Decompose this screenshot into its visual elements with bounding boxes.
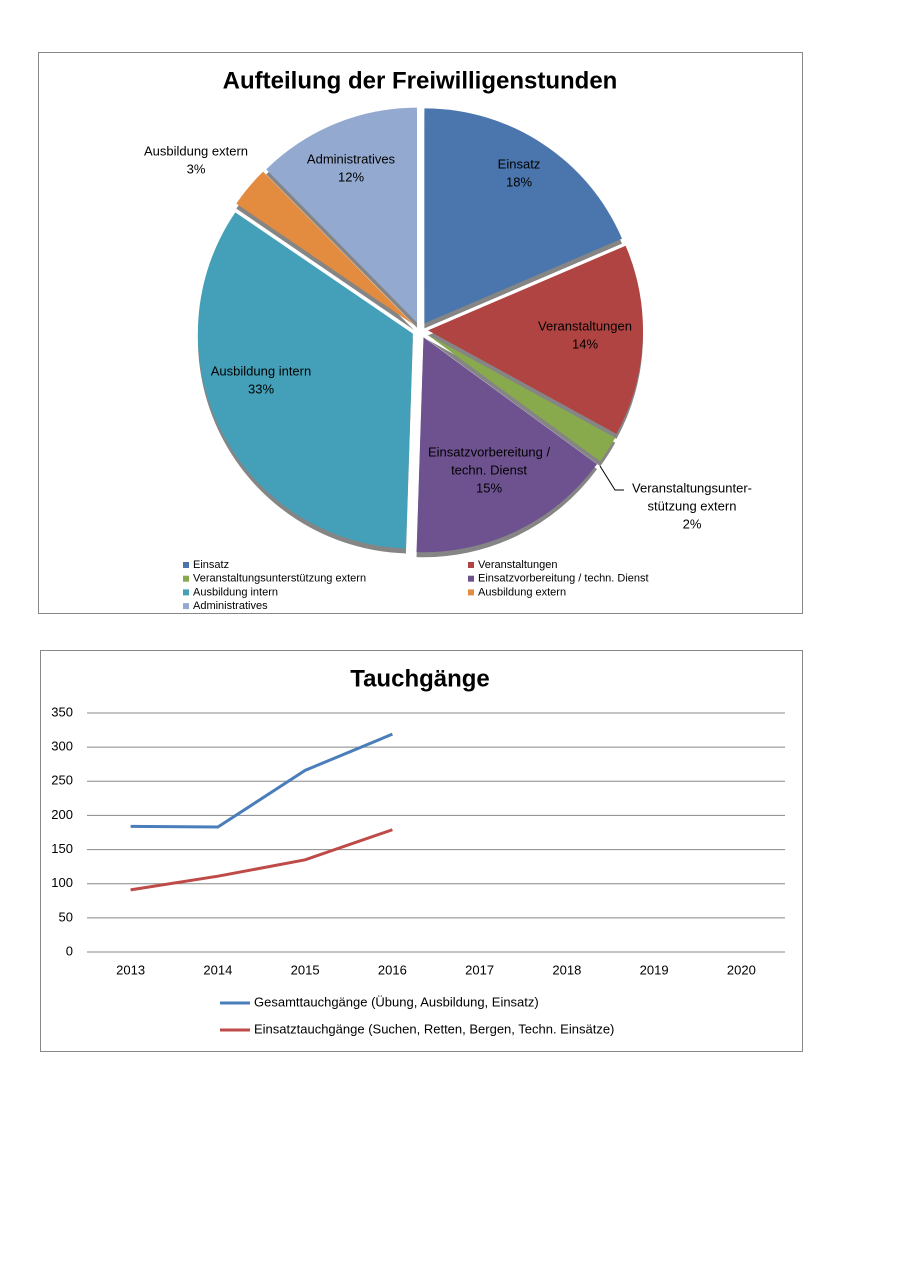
legend-swatch [468, 575, 474, 582]
y-tick-label: 350 [51, 704, 73, 719]
pie-slice [416, 337, 598, 553]
chart-title: Aufteilung der Freiwilligenstunden [223, 67, 618, 94]
legend-swatch [468, 562, 474, 568]
legend-swatch [183, 575, 189, 582]
pie-slice [236, 171, 414, 325]
legend-swatch [183, 589, 189, 596]
slice-label: stützung extern [648, 498, 737, 513]
legend-label: Ausbildung intern [193, 586, 278, 598]
pie-slice [427, 245, 643, 434]
y-tick-label: 0 [66, 943, 73, 958]
pie-slice [424, 108, 623, 324]
slice-label: Veranstaltungen [538, 318, 632, 333]
pie-slice [197, 212, 413, 549]
slice-value-label: 3% [187, 161, 206, 176]
slice-value-label: 15% [476, 480, 502, 495]
legend-label: Ausbildung extern [478, 586, 566, 598]
y-tick-label: 50 [59, 909, 73, 924]
slice-label: Einsatzvorbereitung / [428, 444, 551, 459]
slice-label: Einsatz [498, 156, 541, 171]
x-tick-label: 2020 [727, 962, 756, 977]
pie-slice [426, 334, 616, 462]
slice-value-label: 2% [683, 516, 702, 531]
slice-label: Ausbildung intern [211, 363, 311, 378]
legend-label: Einsatztauchgänge (Suchen, Retten, Berge… [254, 1021, 614, 1036]
series-line [130, 828, 393, 892]
x-tick-label: 2017 [465, 962, 494, 977]
y-tick-label: 250 [51, 773, 73, 788]
slice-label: Ausbildung extern [144, 143, 248, 158]
chart-title: Tauchgänge [350, 665, 490, 692]
x-tick-label: 2018 [552, 962, 581, 977]
leader-line [599, 465, 624, 491]
x-tick-label: 2019 [640, 962, 669, 977]
legend-swatch [183, 603, 189, 610]
x-tick-label: 2014 [203, 962, 232, 977]
legend-label: Einsatz [193, 559, 229, 571]
legend-label: Einsatzvorbereitung / techn. Dienst [478, 573, 649, 585]
slice-value-label: 12% [338, 169, 364, 184]
slice-value-label: 33% [248, 381, 274, 396]
x-tick-label: 2015 [291, 962, 320, 977]
line-frame [40, 650, 803, 1052]
pie-slice [266, 107, 417, 323]
y-tick-label: 150 [51, 841, 73, 856]
legend-swatch [183, 562, 189, 568]
legend-label: Veranstaltungen [478, 559, 558, 571]
legend-swatch [468, 589, 474, 596]
slice-value-label: 14% [572, 336, 598, 351]
series-line [130, 732, 393, 829]
slice-label: Veranstaltungsunter- [632, 480, 752, 495]
legend-label: Veranstaltungsunterstützung extern [193, 573, 366, 585]
slice-label: Administratives [307, 151, 396, 166]
slice-label: techn. Dienst [451, 462, 527, 477]
legend-label: Gesamttauchgänge (Übung, Ausbildung, Ein… [254, 994, 539, 1009]
y-tick-label: 100 [51, 875, 73, 890]
y-tick-label: 200 [51, 807, 73, 822]
slice-value-label: 18% [506, 174, 532, 189]
x-tick-label: 2013 [116, 962, 145, 977]
x-tick-label: 2016 [378, 962, 407, 977]
y-tick-label: 300 [51, 739, 73, 754]
legend-label: Administratives [193, 600, 268, 612]
